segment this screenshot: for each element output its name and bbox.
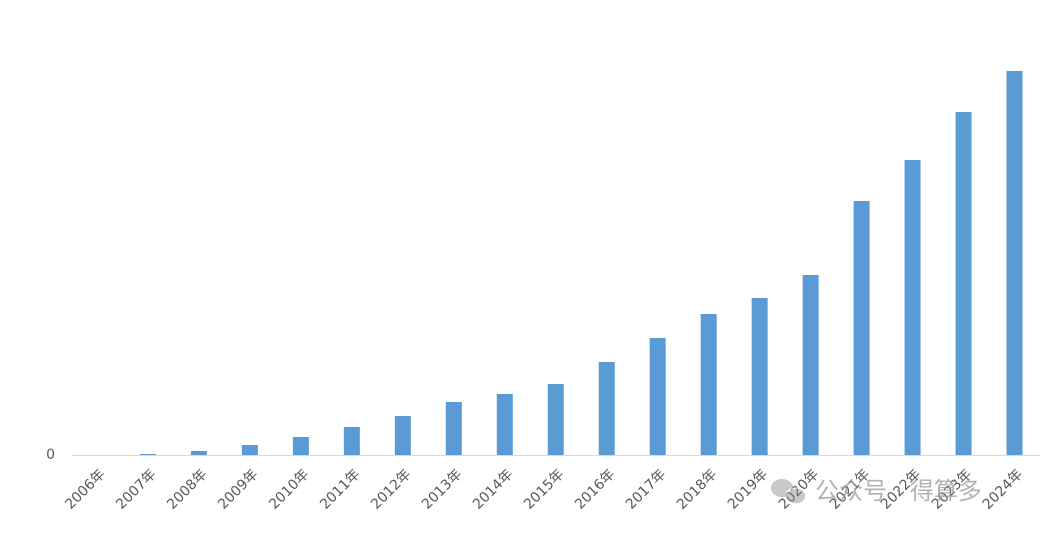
bar [343,427,360,455]
x-tick-label: 2009年 [215,466,261,512]
y-tick-label: 0 [46,447,55,463]
x-tick-label: 2010年 [266,466,312,512]
bar [292,437,309,455]
x-tick-label: 2013年 [419,466,465,512]
bar [649,338,666,455]
x-tick-label: 2014年 [470,466,516,512]
bar [190,451,207,455]
bar [598,362,615,455]
x-tick-label: 2011年 [317,466,363,512]
x-tick-label: 2019年 [725,466,771,512]
bar [547,384,564,455]
bar [139,454,156,455]
x-tick-label: 2008年 [164,466,210,512]
x-tick-label: 2016年 [572,466,618,512]
x-tick-label: 2017年 [623,466,669,512]
bar [904,160,921,455]
bar [241,445,258,455]
bar [700,314,717,455]
watermark-icon [771,479,807,505]
bar [496,394,513,455]
x-tick-label: 2012年 [368,466,414,512]
bar [445,402,462,455]
bar [1006,71,1023,455]
bar [955,112,972,455]
bar [394,416,411,455]
x-tick-label: 2024年 [980,466,1026,512]
bar [853,201,870,455]
bar [802,275,819,455]
watermark: 公众号 · 得算多 [815,477,982,505]
bar [751,298,768,455]
x-tick-label: 2015年 [521,466,567,512]
x-tick-label: 2018年 [674,466,720,512]
x-tick-label: 2006年 [62,466,108,512]
x-tick-label: 2007年 [113,466,159,512]
